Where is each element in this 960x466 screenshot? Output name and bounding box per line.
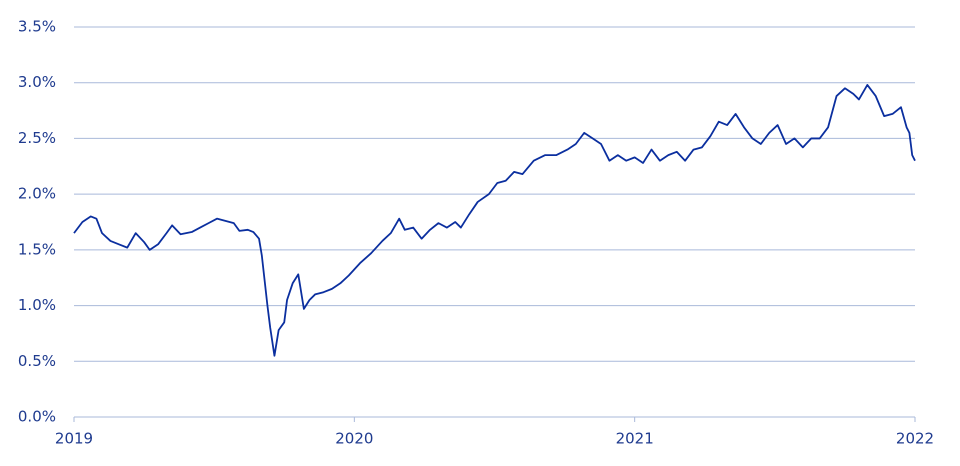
x-tick-label: 2019 — [55, 430, 93, 448]
x-tick-label: 2021 — [616, 430, 654, 448]
y-tick-label: 1.5% — [18, 240, 56, 258]
y-tick-label: 1.0% — [18, 296, 56, 314]
y-tick-label: 3.5% — [18, 18, 56, 36]
y-tick-label: 0.5% — [18, 352, 56, 370]
x-tick-label: 2020 — [335, 430, 373, 448]
y-tick-label: 2.0% — [18, 185, 56, 203]
line-series — [73, 84, 916, 357]
y-tick-label: 2.5% — [18, 129, 56, 147]
y-tick-label: 0.0% — [18, 408, 56, 426]
x-tick-label: 2022 — [896, 430, 934, 448]
y-tick-label: 3.0% — [18, 73, 56, 91]
